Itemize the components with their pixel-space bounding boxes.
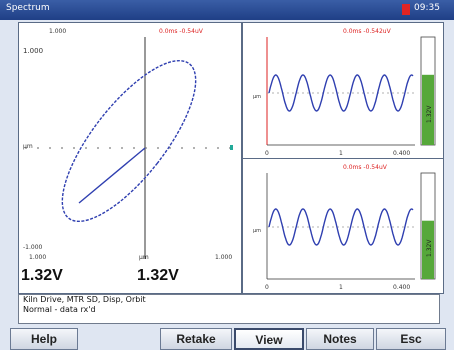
axis-end-marker bbox=[230, 145, 233, 150]
x-value-readout: 1.32V bbox=[21, 267, 63, 284]
battery-icon bbox=[402, 4, 410, 15]
wave-bottom-level-fill bbox=[422, 220, 434, 279]
y-value-readout: 1.32V bbox=[137, 267, 179, 284]
orbit-ellipse bbox=[61, 59, 197, 223]
wave-top-trace bbox=[268, 74, 414, 112]
retake-button[interactable]: Retake bbox=[160, 328, 232, 350]
wave-top-x-mid: 1 bbox=[339, 150, 343, 157]
wave-bottom-trace bbox=[268, 208, 414, 246]
y-axis-tag: μm bbox=[23, 143, 33, 150]
status-box: Kiln Drive, MTR SD, Disp, Orbit Normal -… bbox=[18, 294, 440, 324]
window-title: Spectrum bbox=[6, 3, 50, 13]
wave-bottom-x-start: 0 bbox=[265, 284, 269, 291]
waveform-bottom-svg: 0.0ms -0.54uV μm 0 1 0.400 1.32V bbox=[253, 164, 436, 291]
top-axis-label: 1.000 bbox=[49, 28, 66, 35]
title-bar: Spectrum 09:35 bbox=[0, 0, 454, 20]
esc-button[interactable]: Esc bbox=[376, 328, 446, 350]
view-button[interactable]: View bbox=[234, 328, 304, 350]
orbit-plot-panel[interactable]: 1.000 1.000 0.0ms -0.54uV μm -1.000 1.00… bbox=[18, 22, 242, 294]
wave-top-y-unit: μm bbox=[253, 94, 261, 100]
wave-top-x-start: 0 bbox=[265, 150, 269, 157]
orbit-cursor-readout: 0.0ms -0.54uV bbox=[159, 28, 204, 35]
wave-bottom-readout: 0.0ms -0.54uV bbox=[343, 164, 388, 171]
bottom-axis-right: 1.000 bbox=[215, 254, 232, 261]
wave-bottom-y-unit: μm bbox=[253, 228, 261, 234]
status-line-2: Normal - data rx'd bbox=[23, 305, 96, 314]
wave-top-bar-label: 1.32V bbox=[426, 105, 433, 123]
status-line-1: Kiln Drive, MTR SD, Disp, Orbit bbox=[23, 295, 146, 304]
waveform-top-svg: 0.0ms -0.542uV μm 0 1 0.400 1.32V bbox=[253, 28, 436, 157]
top-left-label: 1.000 bbox=[23, 47, 43, 55]
wave-bottom-bar-label: 1.32V bbox=[426, 239, 433, 257]
orbit-vector-line bbox=[78, 147, 146, 204]
wave-bottom-x-end: 0.400 bbox=[393, 284, 410, 291]
bottom-axis-left: 1.000 bbox=[29, 254, 46, 261]
clock-time: 09:35 bbox=[414, 3, 440, 13]
notes-button[interactable]: Notes bbox=[306, 328, 374, 350]
wave-top-readout: 0.0ms -0.542uV bbox=[343, 28, 392, 35]
wave-bottom-x-mid: 1 bbox=[339, 284, 343, 291]
bottom-axis-mid: μm bbox=[139, 254, 149, 261]
orbit-plot-svg: 1.000 1.000 0.0ms -0.54uV μm -1.000 1.00… bbox=[23, 28, 235, 261]
wave-top-x-end: 0.400 bbox=[393, 150, 410, 157]
waveform-bottom-panel[interactable]: 0.0ms -0.54uV μm 0 1 0.400 1.32V bbox=[242, 158, 444, 294]
bottom-left-label: -1.000 bbox=[23, 244, 43, 251]
help-button[interactable]: Help bbox=[10, 328, 78, 350]
waveform-top-panel[interactable]: 0.0ms -0.542uV μm 0 1 0.400 1.32V bbox=[242, 22, 444, 160]
wave-top-level-fill bbox=[422, 74, 434, 145]
